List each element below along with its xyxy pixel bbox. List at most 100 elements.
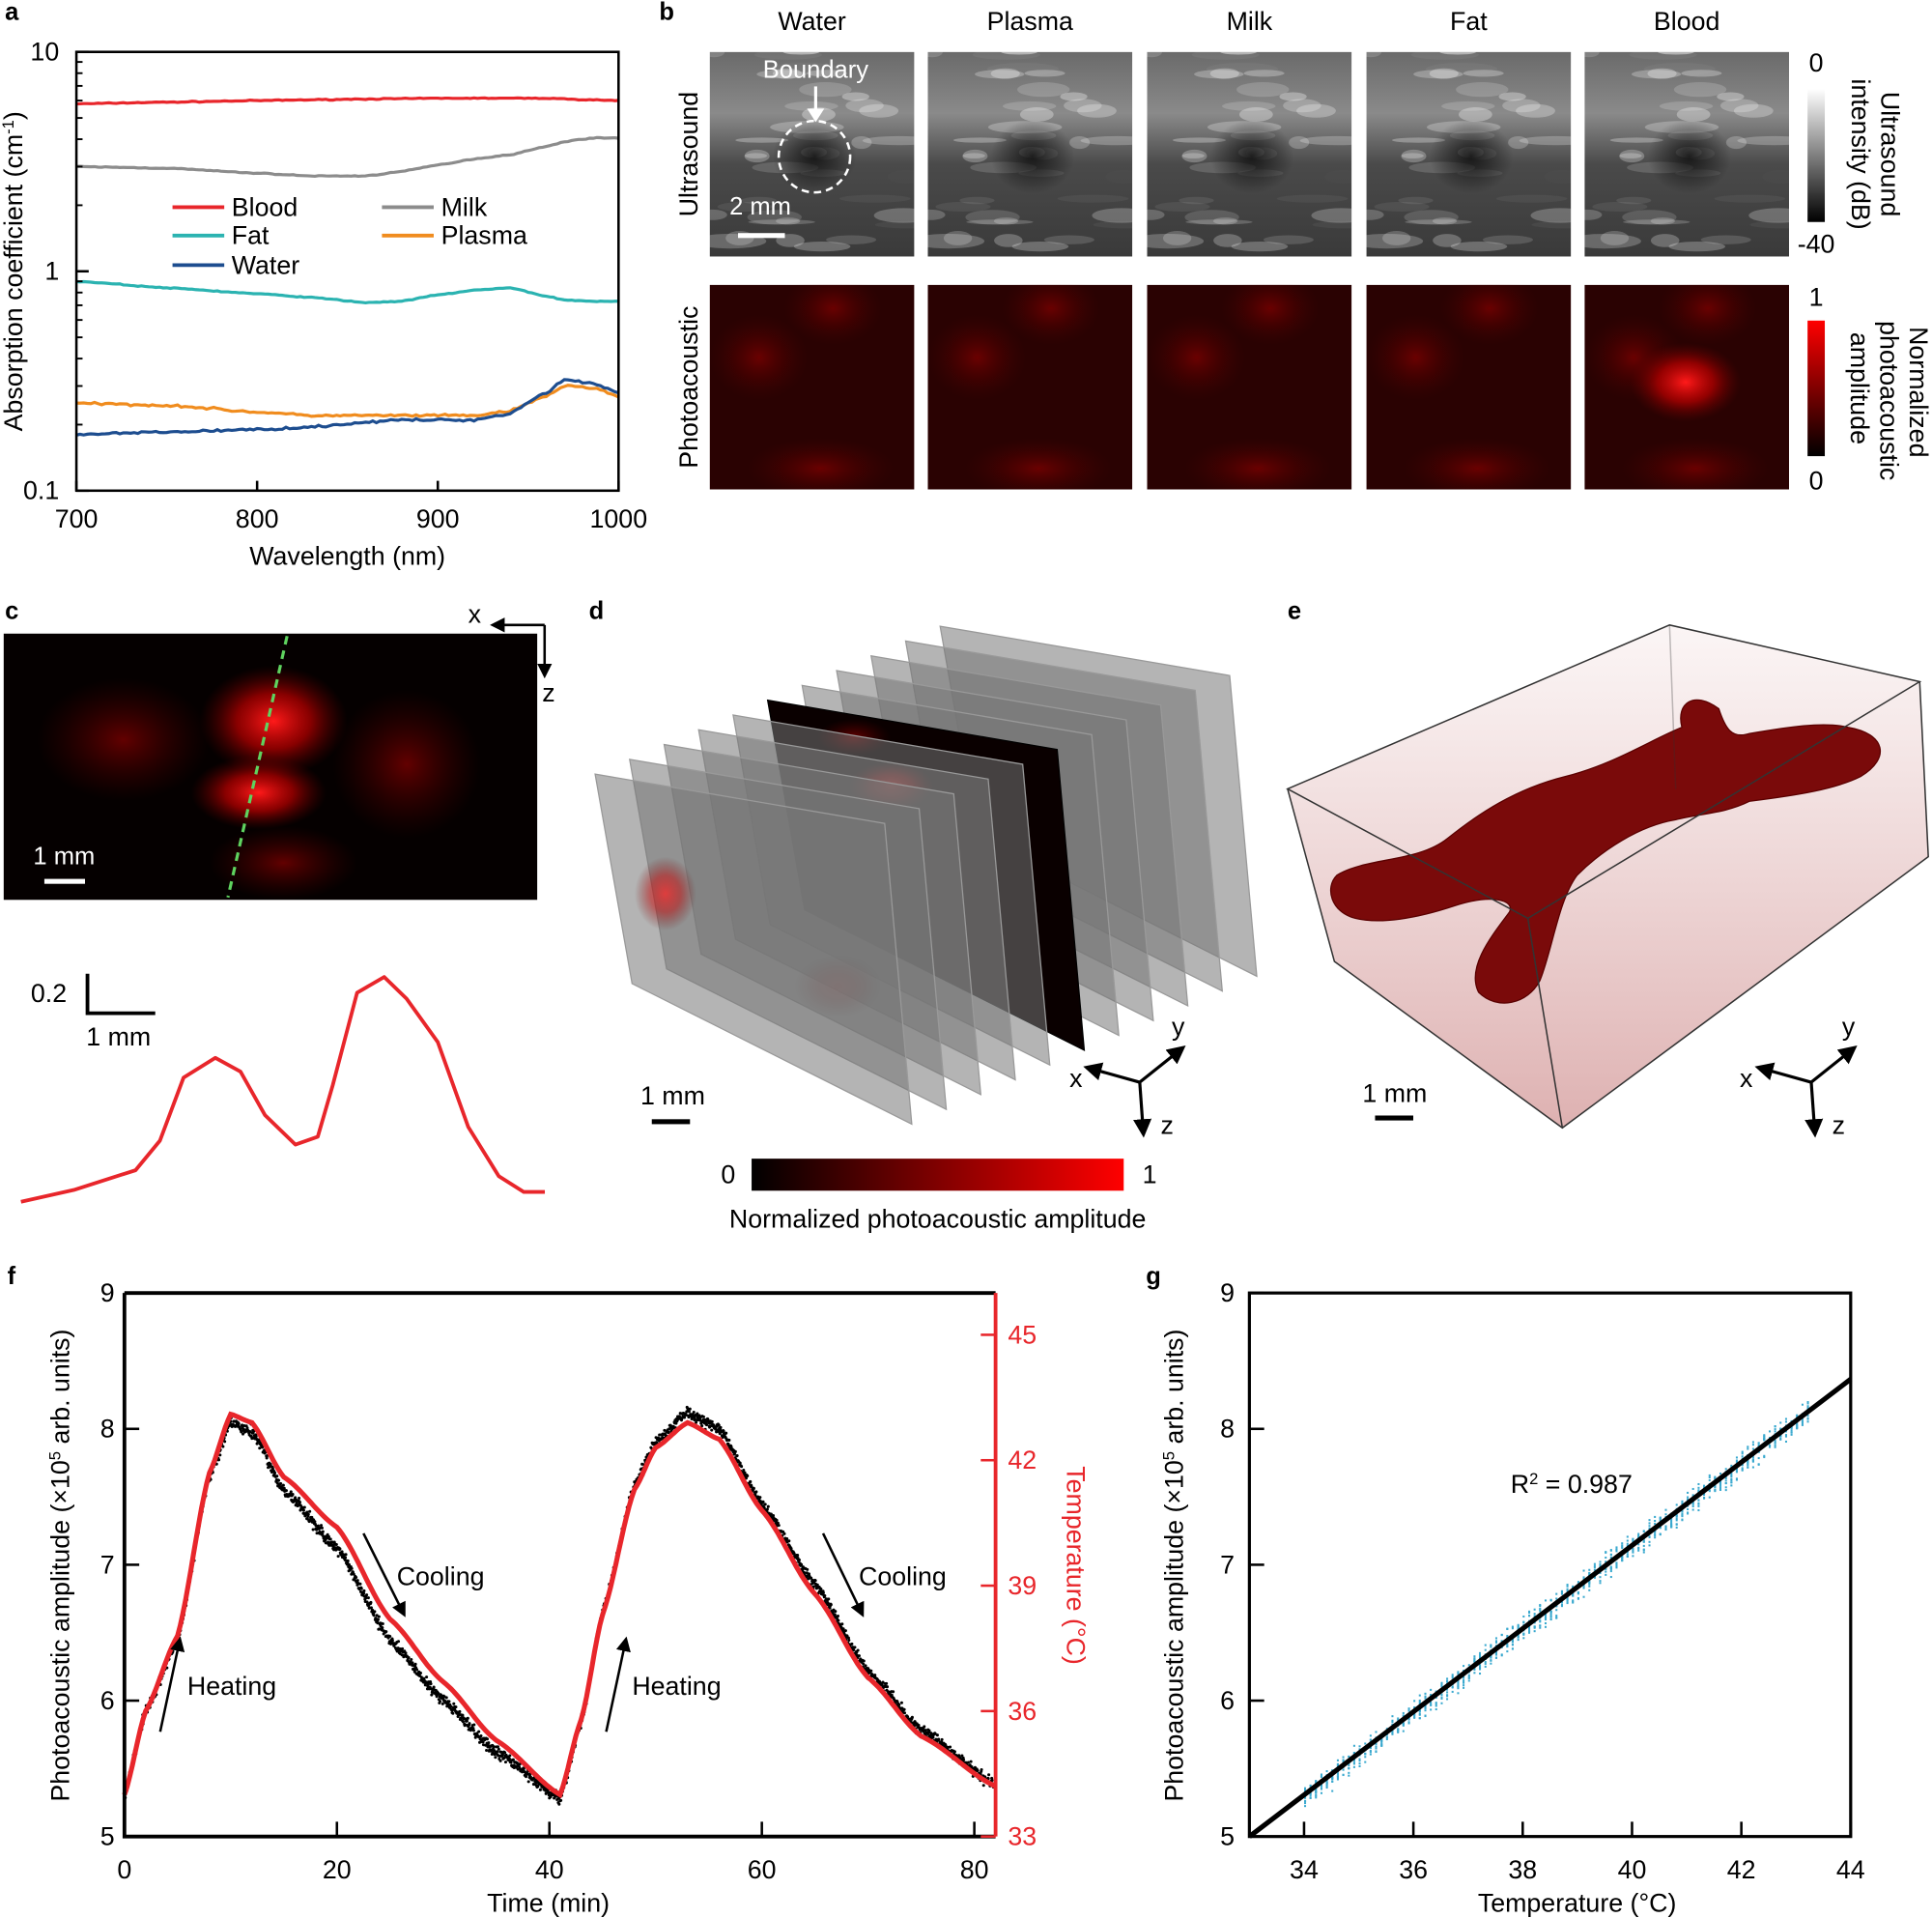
speckle <box>1296 103 1336 118</box>
data-point <box>1511 1625 1514 1628</box>
amplitude-point <box>508 1754 512 1758</box>
amplitude-point <box>465 1719 469 1723</box>
data-point <box>1796 1424 1799 1427</box>
amplitude-point <box>426 1682 430 1686</box>
amplitude-point <box>902 1707 906 1711</box>
data-point <box>1724 1489 1727 1492</box>
amplitude-point <box>284 1489 288 1493</box>
amplitude-point <box>853 1646 857 1649</box>
data-point <box>1637 1543 1640 1546</box>
amplitude-point <box>376 1621 380 1625</box>
speckle <box>1279 92 1307 101</box>
speckle <box>1181 149 1208 163</box>
data-point <box>1648 1519 1651 1522</box>
data-point <box>1675 1513 1678 1517</box>
data-point <box>1517 1634 1520 1637</box>
x-tick-label: 0 <box>117 1855 131 1884</box>
amplitude-colorbar <box>752 1159 1124 1191</box>
data-point <box>1609 1570 1612 1573</box>
amplitude-point <box>692 1410 696 1415</box>
data-point <box>1522 1637 1525 1640</box>
data-point <box>1407 1722 1410 1725</box>
amplitude-point <box>429 1682 433 1686</box>
data-point <box>1774 1430 1776 1433</box>
data-point <box>1358 1748 1361 1751</box>
amplitude-point <box>937 1737 941 1741</box>
data-point <box>1757 1442 1760 1445</box>
amplitude-point <box>404 1651 408 1655</box>
amplitude-point <box>829 1603 833 1607</box>
amplitude-point <box>298 1501 301 1504</box>
panel-label-b: b <box>659 0 674 26</box>
amplitude-point <box>304 1512 308 1516</box>
amplitude-point <box>355 1576 358 1580</box>
data-point <box>1751 1459 1754 1462</box>
amplitude-point <box>327 1543 331 1547</box>
amplitude-point <box>885 1681 889 1685</box>
series-line-blood <box>76 96 619 106</box>
amplitude-point <box>232 1419 236 1423</box>
speckle <box>1681 70 1722 77</box>
amplitude-point <box>744 1476 748 1480</box>
speckle <box>1458 107 1492 122</box>
amplitude-point <box>758 1496 762 1500</box>
data-point <box>1555 1592 1558 1595</box>
amplitude-point <box>327 1534 330 1538</box>
data-point <box>1490 1656 1492 1659</box>
speckle <box>943 231 973 245</box>
data-point <box>1320 1787 1323 1789</box>
legend-label-fat: Fat <box>232 221 270 250</box>
data-point <box>1670 1526 1673 1529</box>
data-point <box>1642 1540 1645 1543</box>
data-point <box>1500 1654 1503 1657</box>
amplitude-point <box>917 1723 921 1728</box>
data-point <box>1697 1504 1700 1507</box>
data-point <box>1730 1475 1733 1478</box>
y2-tick-label: 42 <box>1008 1446 1037 1474</box>
data-point <box>1358 1760 1361 1762</box>
amplitude-point <box>910 1715 914 1719</box>
data-point <box>1801 1419 1804 1422</box>
amplitude-point <box>765 1507 769 1511</box>
data-point <box>1659 1518 1662 1521</box>
data-point <box>1484 1644 1487 1646</box>
photoacoustic-image-fat <box>1366 284 1572 490</box>
data-point <box>1615 1563 1618 1566</box>
data-point <box>1315 1794 1318 1797</box>
scale-bar <box>738 233 785 239</box>
data-point <box>1325 1784 1328 1787</box>
speckle <box>962 153 985 159</box>
speckle <box>966 219 1034 225</box>
data-point <box>1801 1403 1804 1406</box>
data-point <box>1582 1578 1585 1581</box>
speckle <box>1154 201 1210 213</box>
speckle <box>1366 233 1424 249</box>
amplitude-point <box>763 1503 767 1506</box>
data-point <box>1418 1717 1421 1720</box>
data-point <box>1315 1781 1318 1784</box>
speckle <box>1162 231 1192 245</box>
data-point <box>1763 1434 1766 1437</box>
speckle <box>1647 68 1677 79</box>
speckle <box>1584 51 1600 58</box>
data-point <box>1784 1434 1787 1437</box>
amplitude-point <box>381 1626 384 1630</box>
data-point <box>1768 1445 1772 1447</box>
amplitude-point <box>837 1618 840 1622</box>
amplitude-point <box>843 1629 847 1633</box>
amplitude-point <box>892 1690 895 1694</box>
data-point <box>1609 1565 1612 1568</box>
data-point <box>1626 1555 1629 1558</box>
speckle <box>1366 209 1384 220</box>
amplitude-point <box>338 1547 342 1551</box>
speckle <box>1392 137 1446 143</box>
data-point <box>1478 1653 1482 1656</box>
data-point <box>1490 1659 1492 1662</box>
axis-z-label: z <box>542 678 554 707</box>
speckle <box>1413 70 1463 79</box>
data-point <box>1435 1708 1437 1711</box>
data-point <box>1724 1482 1727 1485</box>
data-point <box>1566 1598 1569 1601</box>
data-point <box>1380 1742 1383 1746</box>
data-point <box>1369 1734 1372 1737</box>
